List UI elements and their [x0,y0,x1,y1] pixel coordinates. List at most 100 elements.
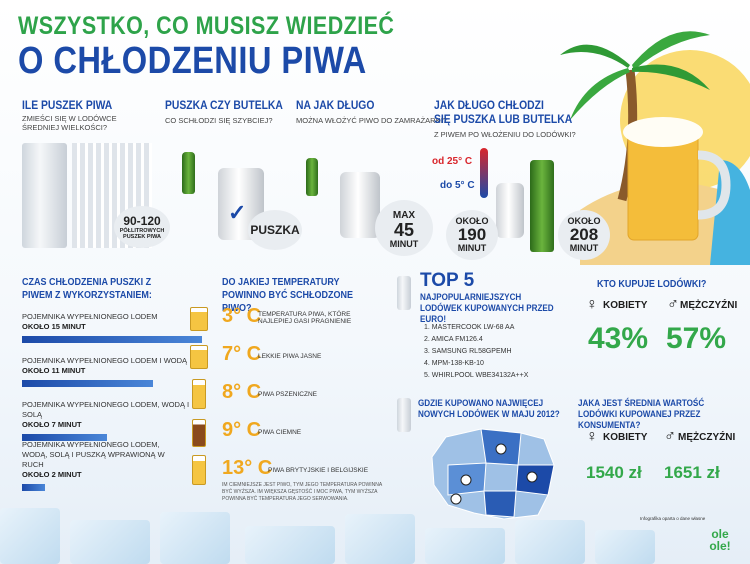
freezer-title: NA JAK DŁUGO [296,100,375,112]
woman-icon-2: ♀ [586,428,598,445]
ice-cube [515,520,585,564]
serving-temp-value: 9° C [222,419,262,441]
bottle-time-badge: OKOŁO 208 MINUT [558,210,610,260]
can-cooling-row-bar [22,434,107,441]
serving-temp-title: DO JAKIEJ TEMPERATURY POWINNO BYĆ SCHŁOD… [222,277,354,314]
temp-to-label: do 5° C [440,180,475,191]
bottle-time-unit: MINUT [569,243,599,253]
page-title-line1: WSZYSTKO, CO MUSISZ WIEDZIEĆ [18,12,395,40]
bottle-icon-2 [306,158,318,196]
serving-temp-label: LEKKIE PIWA JASNE [258,353,322,360]
can-or-bottle-title: PUSZKA CZY BUTELKA [165,100,283,112]
dark-beer-glass-icon [192,419,206,447]
serving-temp-row: 3° C TEMPERATURA PIWA, KTÓRE NAJLEPIEJ G… [190,303,390,341]
can-cooling-row-time: OKOŁO 2 MINUT [22,470,82,479]
fridge-icon [22,143,67,248]
ice-cube [160,512,230,564]
can-cooling-row-time: OKOŁO 15 MINUT [22,322,86,331]
bottle-icon-3 [530,160,554,252]
can-cooling-list: POJEMNIKA WYPEŁNIONEGO LODEM OKOŁO 15 MI… [22,312,202,491]
can-cooling-row-time: OKOŁO 7 MINUT [22,420,82,429]
ice-cube [70,520,150,564]
serving-temp-note: IM CIEMNIEJSZE JEST PIWO, TYM JEGO TEMPE… [222,482,382,502]
ice-cube [245,526,335,564]
freezer-unit: MINUT [389,239,419,249]
cooling-title-1: JAK DŁUGO CHŁODZI [434,100,544,112]
serving-temp-label: PIWA BRYTYJSKIE I BELGIJSKIE [268,467,369,474]
serving-temp-value: 7° C [222,343,262,365]
man-icon-2: ♂ [664,428,676,445]
poland-map [431,428,555,520]
can-cooling-row: POJEMNIKA WYPEŁNIONEGO LODEM OKOŁO 15 MI… [22,312,202,356]
bottle-time-about: OKOŁO [567,216,601,226]
can-or-bottle-subtitle: CO SCHŁODZI SIĘ SZYBCIEJ? [165,116,273,125]
where-title: GDZIE KUPOWANO NAJWIĘCEJ NOWYCH LODÓWEK … [418,398,560,419]
can-time-value: 190 [457,225,487,244]
can-cooling-row-bar [22,380,154,387]
temp-from-label: od 25° C [432,156,473,167]
thermometer-icon [480,148,488,198]
buyers-men-label: MĘŻCZYŹNI [680,300,738,311]
football-icon [526,471,538,483]
football-icon [495,443,507,455]
top5-item: 5. WHIRLPOOL WBE34132A++X [424,372,529,379]
cooling-title-2: SIĘ PUSZKA LUB BUTELKA [434,114,573,126]
serving-temp-list: 3° C TEMPERATURA PIWA, KTÓRE NAJLEPIEJ G… [190,303,390,489]
top5-item: 2. AMICA FM126.4 [424,336,483,343]
serving-temp-label: TEMPERATURA PIWA, KTÓRE NAJLEPIEJ GASI P… [258,311,352,325]
serving-temp-label: PIWA PSZENICZNE [258,391,317,398]
can-cooling-row-label: POJEMNIKA WYPEŁNIONEGO LODEM, WODĄ I SOL… [22,400,190,419]
can-cooling-row: POJEMNIKA WYPEŁNIONEGO LODEM I WODĄ OKOŁ… [22,356,202,400]
serving-temp-row: 7° C LEKKIE PIWA JASNE [190,341,390,379]
can-time-badge: OKOŁO 190 MINUT [446,210,498,260]
fridge-icon-small-2 [397,398,411,432]
football-icon [450,493,462,505]
palm-beer-illustration [560,31,750,265]
serving-temp-value: 8° C [222,381,262,403]
can-cooling-row-time: OKOŁO 11 MINUT [22,366,86,375]
freezer-value: 45 [393,220,415,240]
top5-item: 3. SAMSUNG RL58GPEMH [424,348,512,355]
cans-count-badge: 90-120 PÓŁLITROWYCH PUSZEK PIWA [114,206,170,248]
serving-temp-row: 13° C PIWA BRYTYJSKIE I BELGIJSKIE [190,455,390,489]
football-icon [460,474,472,486]
checkmark-icon: ✓ [228,200,247,225]
ice-cube [595,530,655,564]
can-cooling-row-bar [22,484,46,491]
can-cooling-row-label: POJEMNIKA WYPEŁNIONEGO LODEM [22,312,158,321]
can-cooling-row-bar [22,336,202,343]
ice-cube [0,508,60,564]
serving-temp-value: 13° C [222,457,273,479]
tall-glass-icon [192,455,206,485]
logo[interactable]: ole ole! [709,527,731,553]
wave-icon [710,160,750,265]
buyers-women-label: KOBIETY [603,300,648,311]
cans-fridge-subtitle: ZMIEŚCI SIĘ W LODÓWCE ŚREDNIEJ WIELKOŚCI… [22,114,117,132]
can-cooling-row: POJEMNIKA WYPEŁNIONEGO LODEM, WODĄ, SOLĄ… [22,440,202,491]
woman-icon: ♀ [586,296,598,313]
buyers-women-pct: 43% [588,322,649,355]
can-cooling-title: CZAS CHŁODZENIA PUSZKI Z PIWEM Z WYKORZY… [22,277,152,301]
freezer-subtitle: MOŻNA WŁOŻYĆ PIWO DO ZAMRAŻARKI? [296,116,447,125]
can-icon-2 [340,172,380,238]
freezer-max-label: MAX [392,210,416,221]
can-cooling-row-label: POJEMNIKA WYPEŁNIONEGO LODEM, WODĄ, SOLĄ… [22,440,165,469]
top5-item: 4. MPM-138-KB-10 [424,360,484,367]
buyers-title: KTO KUPUJE LODÓWKI? [597,279,707,290]
can-cooling-row-label: POJEMNIKA WYPEŁNIONEGO LODEM I WODĄ [22,356,188,365]
beer-glass-icon [190,307,208,331]
cans-fridge-title: ILE PUSZEK PIWA [22,100,113,112]
avg-women-label: KOBIETY [603,432,648,443]
avg-men-value: 1651 zł [664,463,720,482]
can-time-unit: MINUT [457,243,487,253]
avg-women-value: 1540 zł [586,463,642,482]
cans-count-value: 90-120 [123,214,161,228]
avg-men-label: MĘŻCZYŹNI [678,432,736,443]
can-time-about: OKOŁO [455,216,489,226]
serving-temp-row: 9° C PIWA CIEMNE [190,417,390,455]
man-icon: ♂ [667,296,679,313]
serving-temp-label: PIWA CIEMNE [258,429,302,436]
beer-glass-icon [190,345,208,369]
ice-cube [345,514,415,564]
